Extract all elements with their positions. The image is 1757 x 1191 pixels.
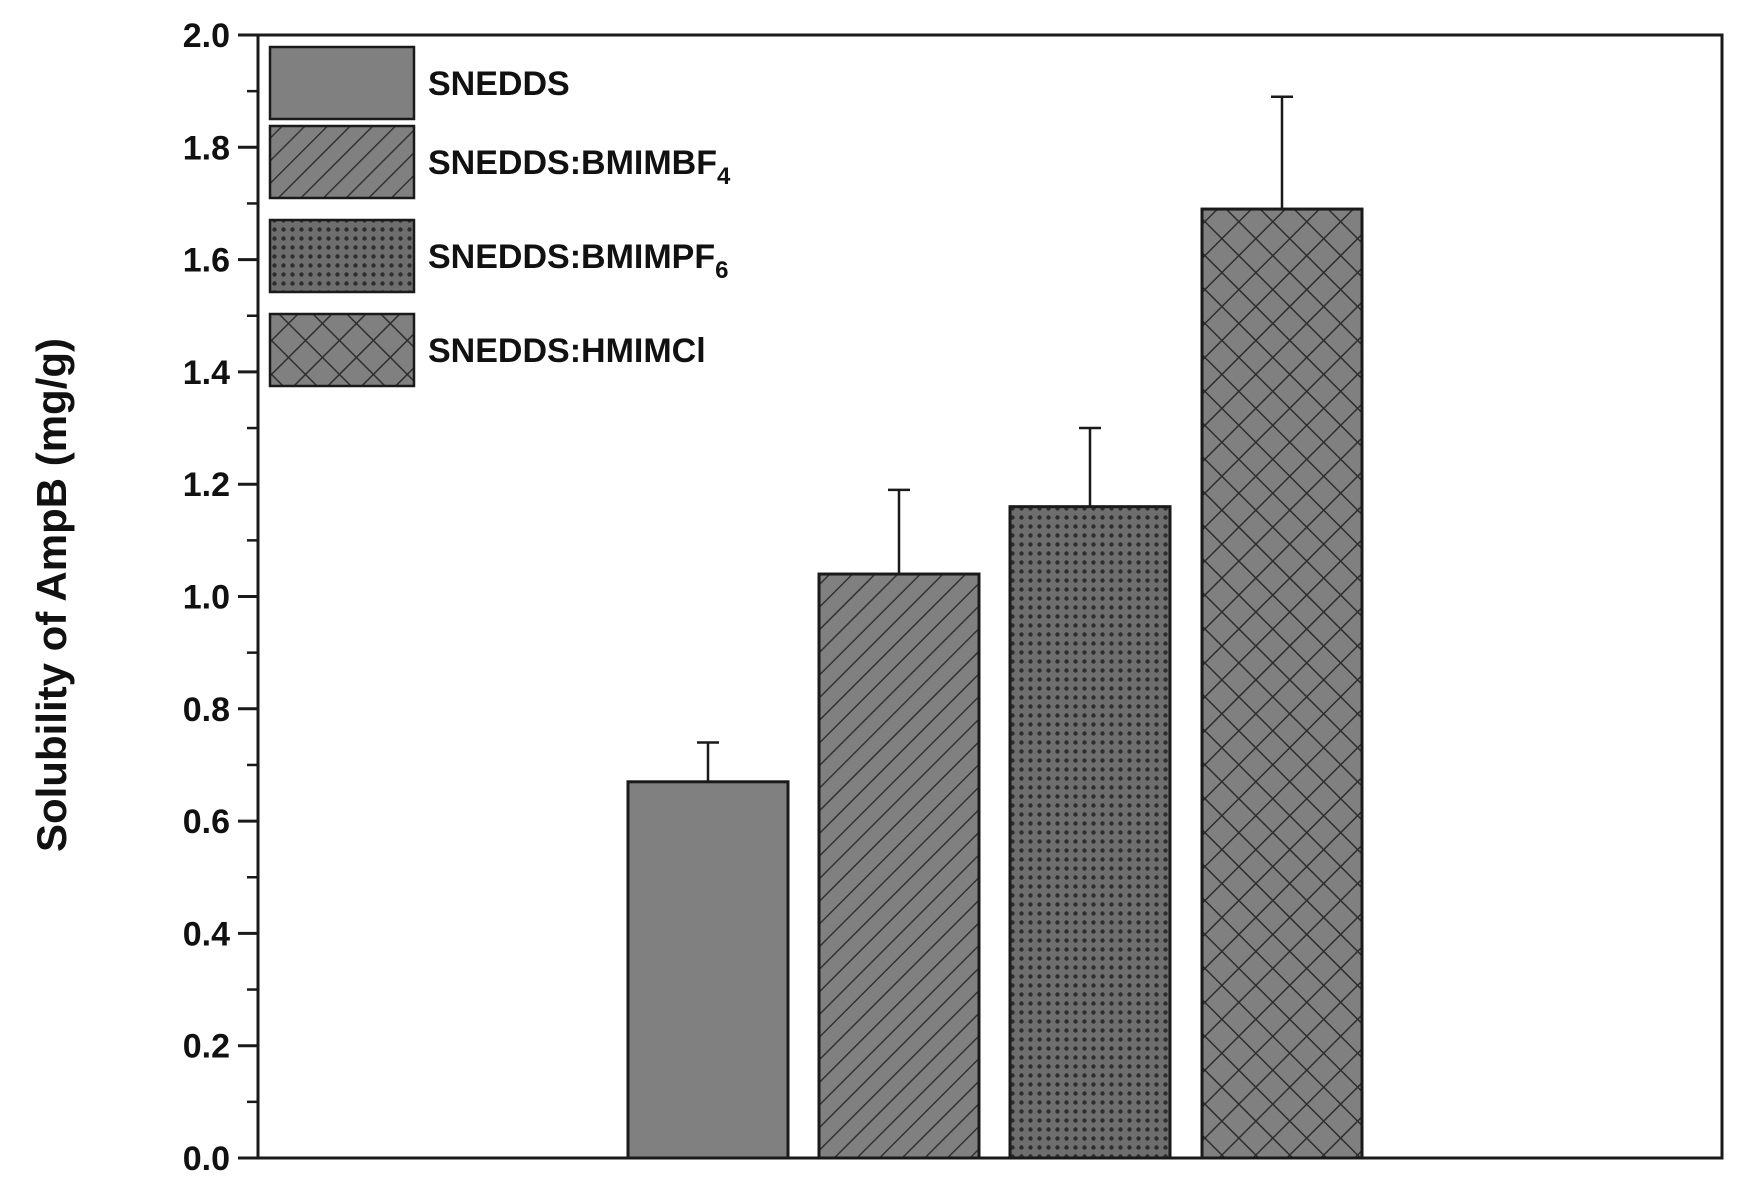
legend: SNEDDS SNEDDS:BMIMBF4 SNEDDS:BMIMPF6 SNEDDS… [268, 45, 731, 388]
bar-4 [1200, 207, 1364, 1160]
y-tick-label: 1.6 [183, 242, 230, 280]
legend-label: SNEDDS [428, 65, 570, 103]
legend-entry-4: SNEDDS:HMIMCl [268, 312, 706, 388]
error-bars-layer [697, 95, 1293, 782]
error-bar-1 [697, 741, 719, 782]
legend-label: SNEDDS:BMIMPF6 [428, 238, 728, 284]
error-bar-2 [888, 488, 910, 575]
legend-swatch [268, 218, 416, 294]
y-tick-label: 1.2 [183, 466, 230, 504]
y-tick-label: 0.6 [183, 803, 230, 841]
legend-label: SNEDDS:HMIMCl [428, 332, 706, 370]
legend-entry-1: SNEDDS [268, 45, 570, 121]
legend-swatch [268, 45, 416, 121]
y-tick-label: 1.4 [183, 354, 230, 392]
legend-swatch [268, 124, 416, 200]
bar-3 [1008, 505, 1172, 1160]
legend-label: SNEDDS:BMIMBF4 [428, 144, 731, 190]
bar-2 [817, 572, 981, 1160]
error-bar-4 [1271, 95, 1293, 210]
y-tick-label: 1.0 [183, 579, 230, 617]
legend-entry-3: SNEDDS:BMIMPF6 [268, 218, 728, 294]
error-bar-3 [1079, 426, 1101, 507]
y-tick-label: 0.8 [183, 691, 230, 729]
y-tick-label: 0.2 [183, 1028, 230, 1066]
bars-layer [626, 207, 1364, 1160]
legend-entry-2: SNEDDS:BMIMBF4 [268, 124, 731, 200]
axes-layer: 0.0 0.2 0.4 0.6 0.8 1.0 1.2 1.4 1.6 1.8 2.0 [183, 17, 1724, 1178]
legend-swatch [268, 312, 416, 388]
plot-frame [256, 33, 1724, 1160]
y-tick-label: 0.0 [183, 1140, 230, 1178]
y-tick-label: 1.8 [183, 129, 230, 167]
y-tick-label: 2.0 [183, 17, 230, 55]
y-tick-label: 0.4 [183, 915, 230, 953]
y-axis-label: Solubility of AmpB (mg/g) [28, 338, 75, 852]
bar-1 [626, 780, 790, 1160]
